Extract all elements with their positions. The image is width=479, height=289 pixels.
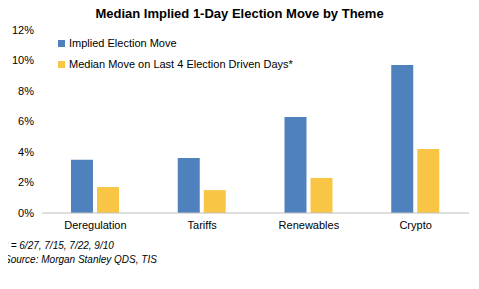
svg-text:0%: 0%: [18, 207, 34, 219]
svg-text:2%: 2%: [18, 176, 34, 188]
html-text:Median Implied 1-Day Election: Median Implied 1-Day Election Move by Th…: [95, 6, 384, 21]
svg-text:Tariffs: Tariffs: [188, 219, 218, 231]
html-text:Implied Election Move: Implied Election Move: [69, 37, 177, 49]
svg-text:Crypto: Crypto: [399, 219, 431, 231]
svg-text:Deregulation: Deregulation: [64, 219, 126, 231]
html-text:Median Move on Last 4 Election: Median Move on Last 4 Election Driven Da…: [69, 58, 293, 70]
svg-text:12%: 12%: [12, 24, 34, 36]
html-text:Source: Morgan Stanley QDS, TI: Source: Morgan Stanley QDS, TIS: [4, 254, 157, 265]
svg-text:8%: 8%: [18, 85, 34, 97]
svg-text:10%: 10%: [12, 54, 34, 66]
svg-text:6%: 6%: [18, 115, 34, 127]
svg-text:4%: 4%: [18, 146, 34, 158]
svg-text:Renewables: Renewables: [279, 219, 340, 231]
html-text:* = 6/27, 7/15, 7/22, 9/10: * = 6/27, 7/15, 7/22, 9/10: [4, 240, 114, 251]
